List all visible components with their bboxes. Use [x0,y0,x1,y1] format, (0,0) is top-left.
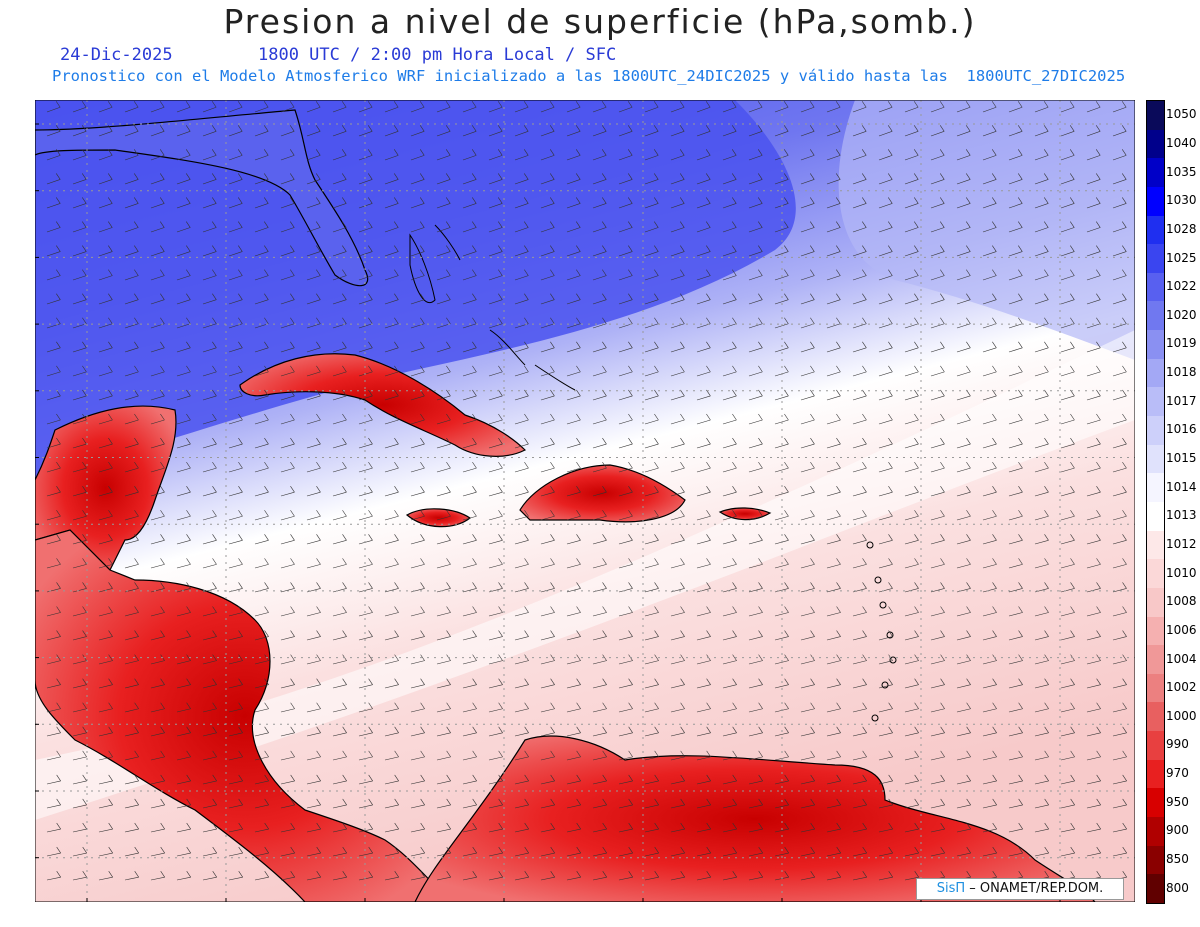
colorbar-swatch [1147,416,1164,445]
colorbar-swatch [1147,473,1164,502]
colorbar-swatch [1147,301,1164,331]
island-outlines [409,224,897,722]
colorbar-label: 1004 [1166,651,1197,666]
south-america [414,735,1096,902]
colorbar-swatch [1147,645,1164,674]
colorbar-swatch [1147,215,1164,245]
colorbar-swatch [1147,587,1164,617]
colorbar-swatch [1147,244,1164,273]
colorbar-label: 1050 [1166,107,1197,122]
colorbar-label: 1008 [1166,594,1197,609]
colorbar-swatch [1147,272,1164,302]
tick-marks [35,123,1061,902]
colorbar-label: 1025 [1166,250,1197,265]
forecast-date: 24-Dic-2025 [60,45,173,65]
colorbar [1146,100,1165,904]
forecast-time: 1800 UTC / 2:00 pm Hora Local / SFC [258,45,617,65]
central-america [35,529,457,902]
colorbar-swatch [1147,673,1164,703]
graticule [35,100,1135,902]
wind-barbs [46,101,1127,881]
yucatan-peninsula [35,405,177,572]
colorbar-label: 1019 [1166,336,1197,351]
pressure-map: 90W85W80W75W70W65W60W55W30N28N26N24N22N2… [35,100,1135,902]
colorbar-label: 1015 [1166,451,1197,466]
colorbar-swatch [1147,530,1164,560]
colorbar-label: 1030 [1166,193,1197,208]
colorbar-swatch [1147,874,1164,903]
colorbar-swatch [1147,101,1164,130]
model-info: Pronostico con el Modelo Atmosferico WRF… [52,67,1126,85]
credit-box: SisΠ – ONAMET/REP.DOM. [916,878,1124,900]
cuba [239,353,527,457]
colorbar-label: 1028 [1166,221,1197,236]
colorbar-label: 970 [1166,766,1189,781]
colorbar-label: 800 [1166,880,1189,895]
colorbar-label: 1017 [1166,393,1197,408]
colorbar-label: 1002 [1166,680,1197,695]
colorbar-swatch [1147,731,1164,760]
colorbar-swatch [1147,444,1164,474]
colorbar-swatch [1147,330,1164,359]
colorbar-swatch [1147,616,1164,646]
colorbar-label: 1012 [1166,536,1197,551]
colorbar-swatch [1147,501,1164,531]
colorbar-label: 1016 [1166,422,1197,437]
high-pressure-core [35,100,796,480]
colorbar-swatch [1147,186,1164,216]
colorbar-swatch [1147,759,1164,789]
colorbar-swatch [1147,702,1164,732]
puerto-rico [718,507,772,521]
right-pressure-band [838,100,1135,360]
colorbar-swatch [1147,788,1164,818]
colorbar-label: 1035 [1166,164,1197,179]
colorbar-label: 1000 [1166,708,1197,723]
landmasses [35,109,1096,902]
colorbar-swatch [1147,387,1164,417]
colorbar-swatch [1147,845,1164,875]
colorbar-label: 850 [1166,852,1189,867]
colorbar-label: 1018 [1166,365,1197,380]
colorbar-swatch [1147,559,1164,588]
colorbar-swatch [1147,817,1164,846]
colorbar-swatch [1147,158,1164,187]
colorbar-label: 1040 [1166,135,1197,150]
sisti-logo: SisΠ [936,881,966,896]
colorbar-label: 1014 [1166,479,1197,494]
colorbar-label: 1013 [1166,508,1197,523]
colorbar-swatch [1147,129,1164,159]
colorbar-label: 950 [1166,794,1189,809]
map-title: Presion a nivel de superficie (hPa,somb.… [223,2,977,41]
colorbar-label: 1010 [1166,565,1197,580]
white-band [35,330,1135,820]
colorbar-label: 990 [1166,737,1189,752]
colorbar-label: 1022 [1166,279,1197,294]
credit-text: – ONAMET/REP.DOM. [969,881,1104,896]
florida-peninsula [35,109,369,287]
colorbar-swatch [1147,358,1164,388]
colorbar-label: 1020 [1166,307,1197,322]
colorbar-label: 1006 [1166,622,1197,637]
colorbar-label: 900 [1166,823,1189,838]
